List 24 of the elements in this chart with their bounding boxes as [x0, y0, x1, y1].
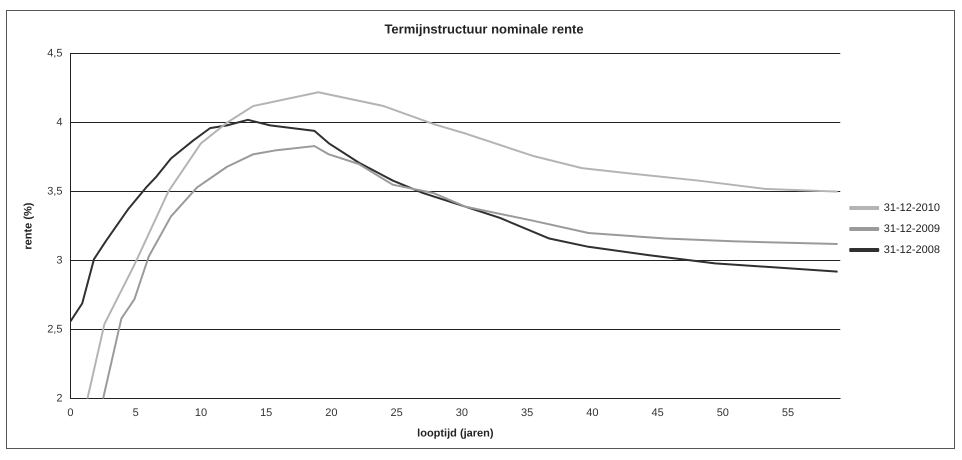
x-tick-label: 40: [586, 407, 598, 420]
x-tick-label: 20: [325, 407, 338, 420]
x-tick-label: 0: [67, 407, 74, 420]
x-tick-label: 10: [194, 407, 208, 420]
y-tick-label: 3,5: [47, 186, 62, 198]
x-tick-label: 45: [651, 407, 664, 420]
y-tick-label: 2,5: [47, 324, 62, 336]
y-axis-title: rente (%): [22, 202, 35, 250]
chart-title: Termijnstructuur nominale rente: [384, 21, 584, 36]
x-tick-label: 5: [132, 407, 139, 420]
legend-label: 31-12-2008: [884, 244, 940, 256]
x-tick-label: 50: [716, 407, 729, 420]
y-tick-label: 3: [56, 254, 62, 267]
x-tick-label: 15: [260, 407, 272, 420]
x-tick-label: 55: [782, 407, 794, 420]
x-tick-label: 25: [390, 407, 403, 420]
x-tick-label: 35: [520, 407, 534, 420]
y-tick-label: 2: [56, 392, 62, 405]
x-axis-title: looptijd (jaren): [417, 427, 494, 440]
y-tick-label: 4: [56, 116, 62, 129]
y-tick-label: 4,5: [47, 48, 62, 60]
legend-label: 31-12-2009: [884, 223, 940, 236]
x-tick-label: 30: [456, 407, 468, 420]
legend-label: 31-12-2010: [884, 202, 940, 214]
